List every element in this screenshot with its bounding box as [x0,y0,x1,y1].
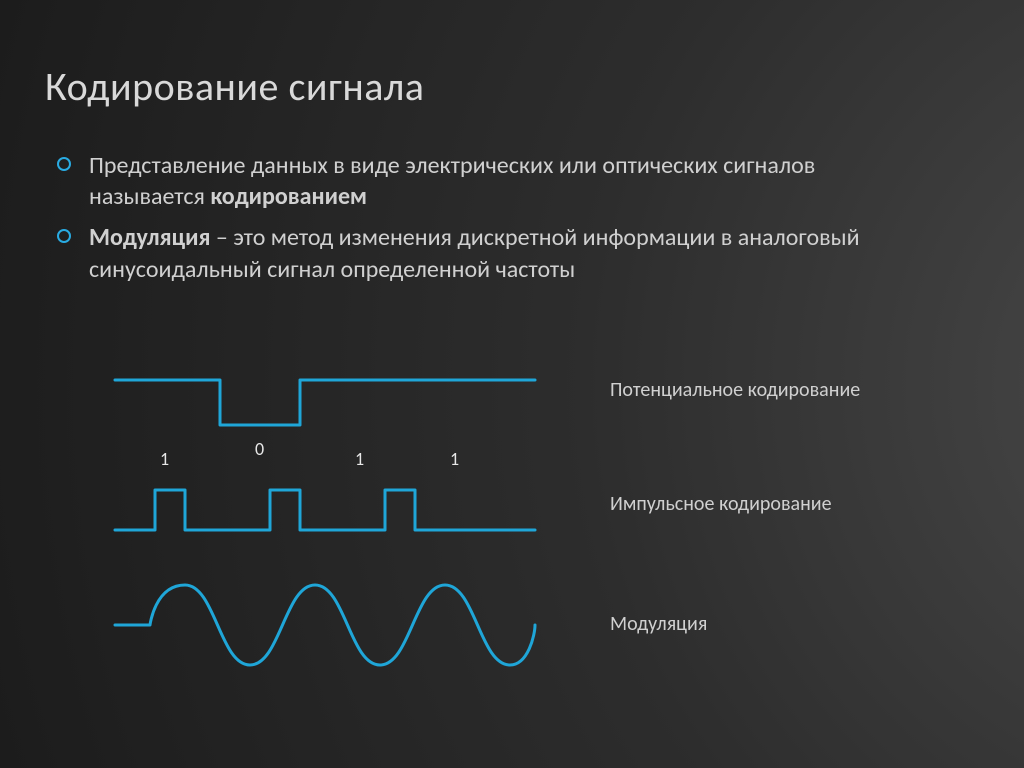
pulse-path [115,490,535,530]
potential-wave [110,370,540,440]
bullet-2-term: Модуляция [89,223,210,252]
slide: Кодирование сигнала Представление данных… [0,0,1024,768]
bit-label-1: 1 [160,448,169,470]
body-text: Представление данных в виде электрически… [55,150,915,295]
pulse-wave [110,480,540,540]
bullet-item-2: Модуляция – это метод изменения дискретн… [55,222,915,284]
bit-label-2: 1 [355,448,364,470]
pulse-label: Импульсное кодирование [610,492,832,516]
bullet-list: Представление данных в виде электрически… [55,150,915,285]
bit-label-0: 0 [255,438,264,460]
modulation-label: Модуляция [610,612,707,636]
bullet-item-1: Представление данных в виде электрически… [55,150,915,212]
modulation-wave [110,580,540,670]
bullet-1-pre: Представление данных в виде электрически… [89,151,815,211]
bit-label-3: 1 [450,448,459,470]
potential-path [115,380,535,425]
bullet-1-term: кодированием [210,182,367,211]
potential-label: Потенциальное кодирование [610,378,860,402]
slide-title: Кодирование сигнала [45,62,424,111]
modulation-path [115,585,535,665]
diagram-area: Потенциальное кодирование 1 0 1 1 Импуль… [110,370,910,730]
